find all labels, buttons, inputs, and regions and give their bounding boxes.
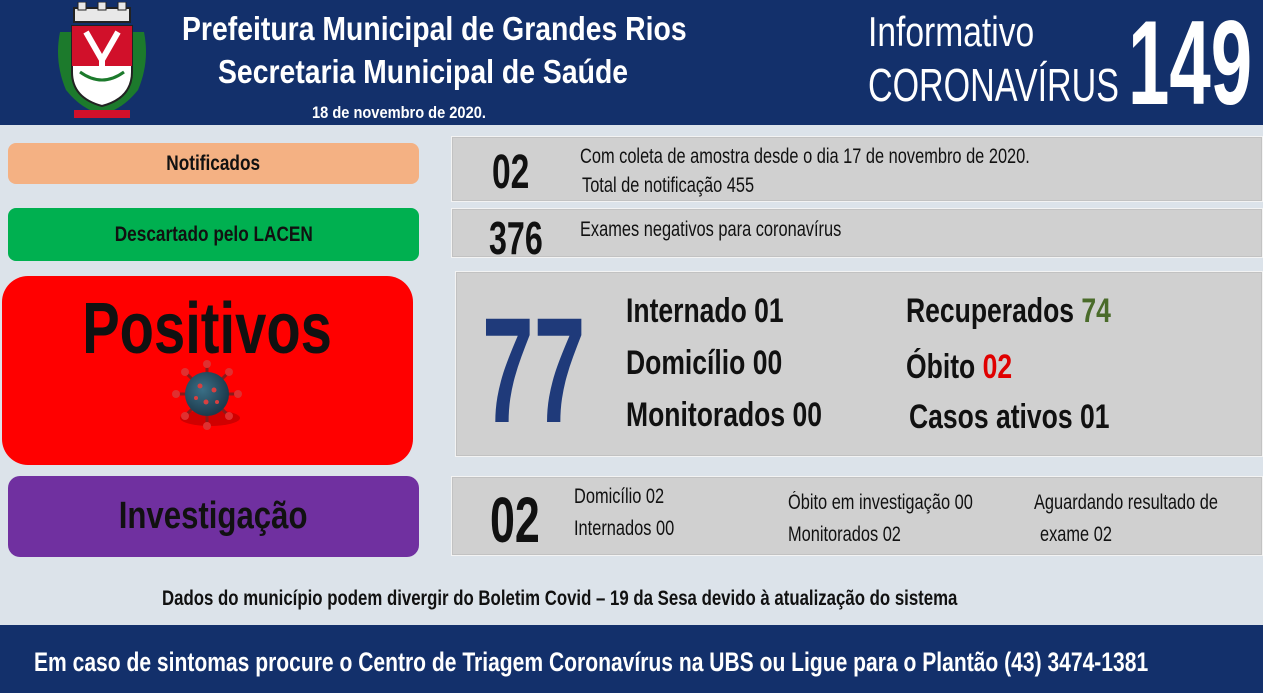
investigacao-panel: 02 Domicílio 02 Internados 00 Óbito em i… xyxy=(451,476,1263,556)
edition-number: 149 xyxy=(1128,0,1253,130)
descartado-panel: 376 Exames negativos para coronavírus xyxy=(451,208,1263,264)
positivos-internado: Internado 01 xyxy=(626,292,784,330)
investigacao-label: Investigação xyxy=(8,476,419,557)
info-label: Informativo xyxy=(868,8,1035,55)
positivos-obito: Óbito 02 xyxy=(906,348,1012,387)
positivos-casos-ativos: Casos ativos 01 xyxy=(909,398,1110,436)
notificados-label-text: Notificados xyxy=(166,151,261,175)
municipal-crest-icon xyxy=(58,2,146,118)
title-secretaria: Secretaria Municipal de Saúde xyxy=(218,53,629,90)
obito-value: 02 xyxy=(982,348,1013,386)
title-prefeitura: Prefeitura Municipal de Grandes Rios xyxy=(182,10,687,47)
investigacao-aguardando-line2: exame 02 xyxy=(1040,523,1112,546)
positivos-label-text: Positivos xyxy=(82,289,333,369)
notificados-desc-line1: Com coleta de amostra desde o dia 17 de … xyxy=(580,145,1030,168)
notificados-label: Notificados xyxy=(8,143,419,184)
positivos-label: Positivos xyxy=(2,276,413,465)
footer-banner: Em caso de sintomas procure o Centro de … xyxy=(0,625,1263,693)
investigacao-aguardando-line1: Aguardando resultado de xyxy=(1034,491,1218,514)
descartado-label-text: Descartado pelo LACEN xyxy=(114,222,313,246)
notificados-panel: 02 Com coleta de amostra desde o dia 17 … xyxy=(451,136,1263,202)
descartado-desc: Exames negativos para coronavírus xyxy=(580,218,842,241)
positivos-panel: 77 Internado 01 Domicílio 00 Monitorados… xyxy=(455,271,1263,457)
notificados-count: 02 xyxy=(492,146,530,199)
obito-label: Óbito xyxy=(906,348,976,386)
investigacao-monitorados: Monitorados 02 xyxy=(788,523,901,546)
recuperados-label: Recuperados xyxy=(906,292,1075,330)
coronavirus-icon xyxy=(172,360,242,430)
disclaimer-text: Dados do município podem divergir do Bol… xyxy=(162,587,958,610)
header-banner: Prefeitura Municipal de Grandes Rios Sec… xyxy=(0,0,1263,130)
notificados-desc-line2: Total de notificação 455 xyxy=(582,174,755,197)
coronavirus-label: CORONAVÍRUS xyxy=(868,59,1119,111)
investigacao-obito: Óbito em investigação 00 xyxy=(788,491,973,514)
investigacao-label-text: Investigação xyxy=(119,495,308,537)
investigacao-internados: Internados 00 xyxy=(574,517,675,540)
positivos-count: 77 xyxy=(482,286,586,454)
descartado-label: Descartado pelo LACEN xyxy=(8,208,419,261)
investigacao-domicilio: Domicílio 02 xyxy=(574,485,665,508)
descartado-count: 376 xyxy=(489,212,543,264)
positivos-recuperados: Recuperados 74 xyxy=(906,292,1111,331)
positivos-monitorados: Monitorados 00 xyxy=(626,396,822,434)
investigacao-count: 02 xyxy=(490,484,540,556)
footer-text: Em caso de sintomas procure o Centro de … xyxy=(34,647,1149,677)
recuperados-value: 74 xyxy=(1081,292,1111,330)
positivos-domicilio: Domicílio 00 xyxy=(626,344,783,382)
bulletin-date: 18 de novembro de 2020. xyxy=(312,103,486,122)
